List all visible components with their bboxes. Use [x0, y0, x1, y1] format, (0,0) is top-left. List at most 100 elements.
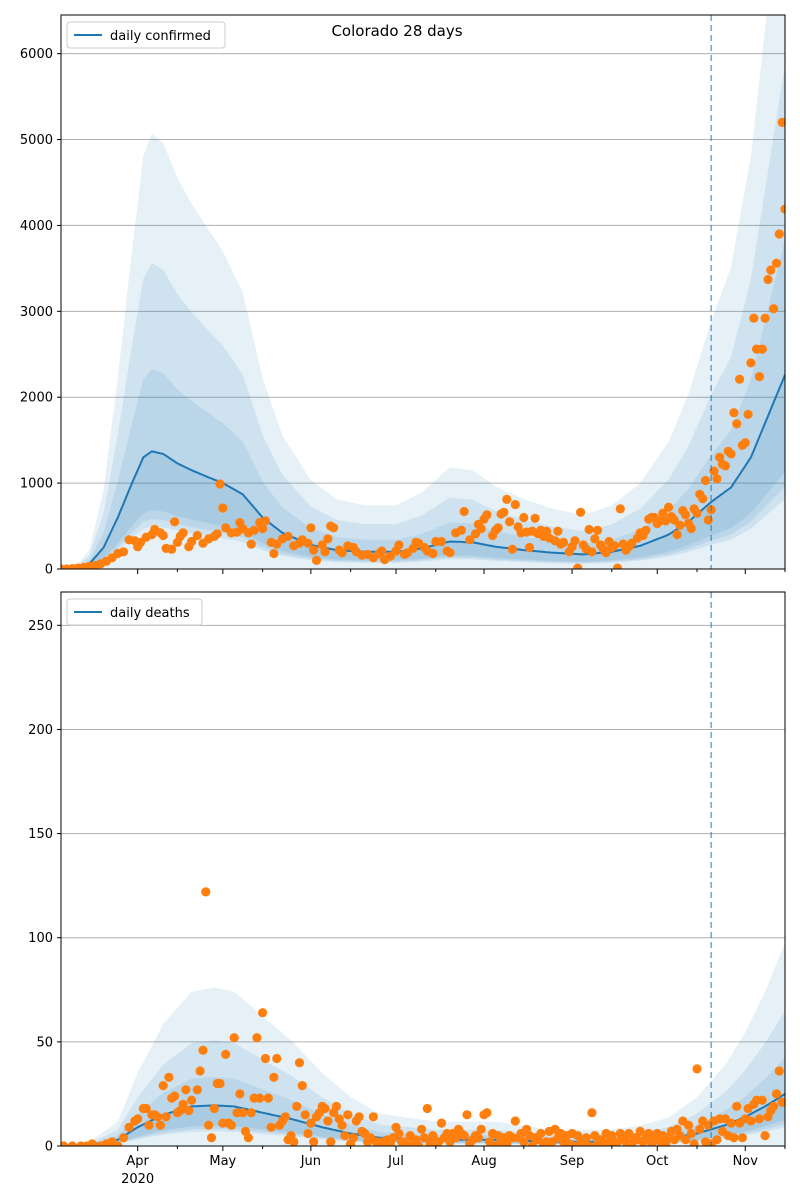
data-point [294, 1058, 305, 1068]
data-point [459, 1131, 469, 1141]
data-point [320, 547, 330, 557]
data-point [476, 524, 486, 534]
data-point [445, 548, 455, 558]
x-tick-label: Jul [387, 1154, 404, 1169]
data-point [311, 555, 322, 566]
data-point [612, 563, 623, 569]
data-point [558, 537, 569, 548]
data-point [118, 1133, 129, 1143]
data-point [164, 1072, 174, 1082]
y-tick-label: 150 [28, 827, 53, 842]
data-point [323, 534, 333, 544]
data-point [303, 1128, 313, 1139]
data-point [289, 1137, 299, 1146]
data-point [681, 510, 691, 520]
data-point [218, 503, 228, 513]
data-point [303, 538, 313, 548]
data-point [777, 117, 785, 127]
data-point [641, 525, 651, 535]
data-point [158, 530, 168, 541]
x-tick-label: May [209, 1154, 236, 1169]
data-point [181, 1085, 191, 1095]
data-point [87, 1139, 97, 1146]
data-point [771, 1089, 782, 1099]
data-point [658, 508, 668, 518]
data-point [732, 1101, 742, 1111]
data-point [510, 500, 520, 510]
data-point [206, 1133, 217, 1143]
data-point [394, 1128, 404, 1139]
data-point [337, 1120, 347, 1130]
data-point [343, 1110, 353, 1120]
data-point [152, 1112, 163, 1122]
data-point [283, 531, 293, 542]
data-point [170, 517, 180, 527]
data-point [519, 1137, 529, 1146]
data-point [229, 1033, 239, 1043]
data-point [331, 1101, 341, 1111]
data-point [635, 1126, 645, 1136]
data-point [482, 1108, 492, 1118]
data-point [482, 510, 492, 520]
data-point [519, 512, 529, 523]
data-point [201, 887, 211, 897]
x-tick-label: Aug [471, 1154, 496, 1169]
data-point [692, 1064, 702, 1074]
data-point [683, 1120, 694, 1130]
x-tick-label: Jun [300, 1154, 321, 1169]
data-point [198, 1045, 208, 1055]
data-point [249, 525, 259, 535]
data-point [763, 274, 773, 285]
data-point [178, 1099, 188, 1109]
data-point [354, 1112, 364, 1122]
y-tick-label: 2000 [20, 391, 53, 406]
data-point [473, 1133, 483, 1143]
data-point [749, 313, 759, 323]
data-point [170, 1091, 180, 1101]
y-tick-label: 4000 [20, 219, 53, 234]
data-point [740, 438, 750, 448]
data-point [422, 1103, 432, 1114]
data-point [184, 1106, 194, 1116]
data-point [780, 204, 785, 214]
data-point [326, 1137, 336, 1146]
data-point [530, 513, 540, 523]
data-point [158, 1081, 168, 1091]
data-point [692, 508, 702, 518]
data-point [780, 1097, 785, 1107]
data-point [587, 1108, 597, 1118]
legend: daily deaths [66, 598, 203, 626]
data-point [746, 1116, 756, 1126]
data-point [681, 1135, 691, 1145]
data-point [774, 1066, 784, 1076]
y-tick-label: 100 [28, 931, 53, 946]
data-point [306, 1118, 316, 1128]
data-point [576, 507, 586, 517]
data-point [729, 1133, 739, 1143]
confirmed-panel: 0 1000 2000 3000 4000 5000 6000 daily confirmed [20, 14, 786, 578]
data-point [377, 546, 387, 556]
data-point [252, 1033, 262, 1043]
data-point [260, 516, 270, 526]
data-point [209, 1103, 219, 1114]
data-point [573, 563, 583, 569]
data-point [309, 1137, 319, 1146]
data-point [436, 536, 447, 547]
data-point [394, 540, 404, 550]
data-point [456, 525, 466, 535]
data-point [505, 517, 515, 527]
axes-frame [60, 591, 786, 1147]
legend: daily confirmed [66, 21, 226, 49]
data-point [320, 1103, 330, 1114]
data-point [536, 1128, 546, 1139]
data-point [769, 304, 779, 314]
data-point [732, 419, 742, 429]
y-tick-label: 5000 [20, 133, 53, 148]
data-point [329, 523, 339, 533]
data-point [428, 548, 438, 559]
y-tick-label: 200 [28, 723, 53, 738]
y-tick-label: 250 [28, 619, 53, 634]
data-point [493, 523, 503, 533]
data-point [510, 1116, 520, 1126]
plot-area [61, 887, 785, 1146]
